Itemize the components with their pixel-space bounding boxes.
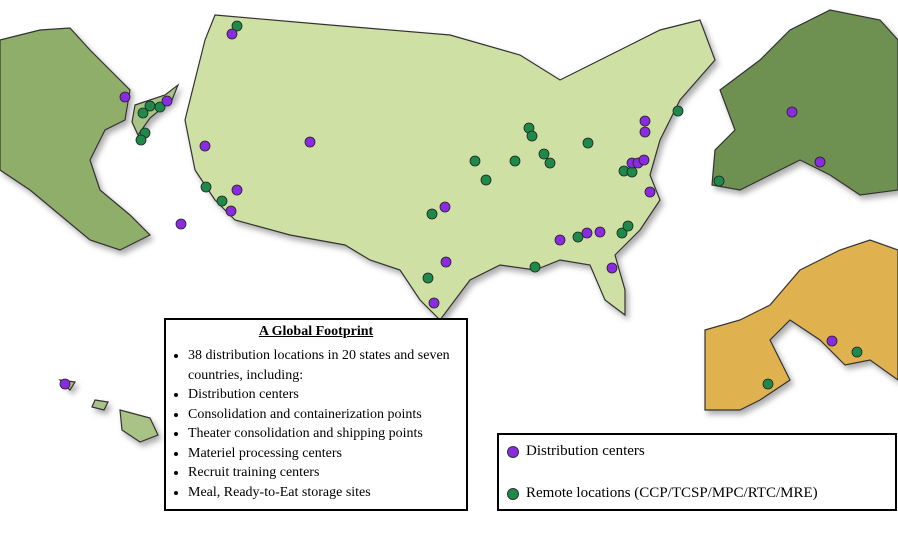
remote-location-marker (231, 20, 243, 32)
distribution-center-marker (59, 378, 71, 390)
legend-label: Distribution centers (526, 443, 645, 459)
remote-location-marker (526, 130, 538, 142)
info-item: Theater consolidation and shipping point… (188, 424, 458, 444)
remote-location-marker (582, 137, 594, 149)
distribution-center-marker (581, 227, 593, 239)
legend-entry: Remote locations (CCP/TCSP/MPC/RTC/MRE) (507, 485, 818, 502)
distribution-center-marker (644, 186, 656, 198)
remote-location-marker (216, 195, 228, 207)
distribution-center-marker (119, 91, 131, 103)
distribution-center-marker (639, 115, 651, 127)
remote-location-marker (154, 101, 166, 113)
legend-entry: Distribution centers (507, 443, 645, 460)
remote-location-marker (538, 148, 550, 160)
distribution-center-marker (161, 95, 173, 107)
remote-location-marker (422, 272, 434, 284)
hawaii (58, 379, 159, 443)
remote-location-marker (137, 107, 149, 119)
distribution-center-marker (439, 201, 451, 213)
remote-location-marker (480, 174, 492, 186)
legend-swatch (507, 445, 519, 458)
remote-location-marker (622, 220, 634, 232)
distribution-center-marker (594, 226, 606, 238)
distribution-center-marker (786, 106, 798, 118)
distribution-center-marker (199, 140, 211, 152)
remote-location-marker (426, 208, 438, 220)
info-item: Recruit training centers (188, 463, 458, 483)
distribution-center-marker (639, 126, 651, 138)
info-title: A Global Footprint (258, 324, 374, 339)
remote-location-marker (529, 261, 541, 273)
distribution-center-marker (826, 335, 838, 347)
info-item: Consolidation and containerization point… (188, 405, 458, 425)
europe (711, 9, 898, 196)
remote-location-marker (544, 157, 556, 169)
distribution-center-marker (231, 184, 243, 196)
remote-location-marker (626, 166, 638, 178)
distribution-center-marker (606, 262, 618, 274)
info-item: Materiel processing centers (188, 444, 458, 464)
distribution-center-marker (638, 154, 650, 166)
remote-location-marker (469, 155, 481, 167)
remote-location-marker (672, 105, 684, 117)
asia (0, 27, 152, 251)
distribution-center-marker (175, 218, 187, 230)
middle-east-africa (704, 239, 898, 411)
distribution-center-marker (226, 28, 238, 40)
distribution-center-marker (304, 136, 316, 148)
info-item: 38 distribution locations in 20 states a… (188, 346, 458, 385)
legend-label: Remote locations (CCP/TCSP/MPC/RTC/MRE) (526, 485, 818, 501)
remote-location-marker (762, 378, 774, 390)
remote-location-marker (851, 346, 863, 358)
info-item: Distribution centers (188, 385, 458, 405)
distribution-center-marker (428, 297, 440, 309)
remote-location-marker (572, 231, 584, 243)
remote-location-marker (135, 134, 147, 146)
remote-location-marker (713, 175, 725, 187)
remote-location-marker (144, 100, 156, 112)
remote-location-marker (200, 181, 212, 193)
remote-location-marker (616, 227, 628, 239)
info-item: Meal, Ready-to-Eat storage sites (188, 483, 458, 503)
info-list: 38 distribution locations in 20 states a… (174, 346, 458, 502)
remote-location-marker (509, 155, 521, 167)
distribution-center-marker (814, 156, 826, 168)
distribution-center-marker (225, 205, 237, 217)
legend: Distribution centers Remote locations (C… (497, 433, 897, 511)
legend-swatch (507, 487, 519, 500)
distribution-center-marker (440, 256, 452, 268)
distribution-center-marker (554, 234, 566, 246)
info-box: A Global Footprint 38 distribution locat… (164, 318, 468, 511)
united-states (184, 14, 716, 321)
